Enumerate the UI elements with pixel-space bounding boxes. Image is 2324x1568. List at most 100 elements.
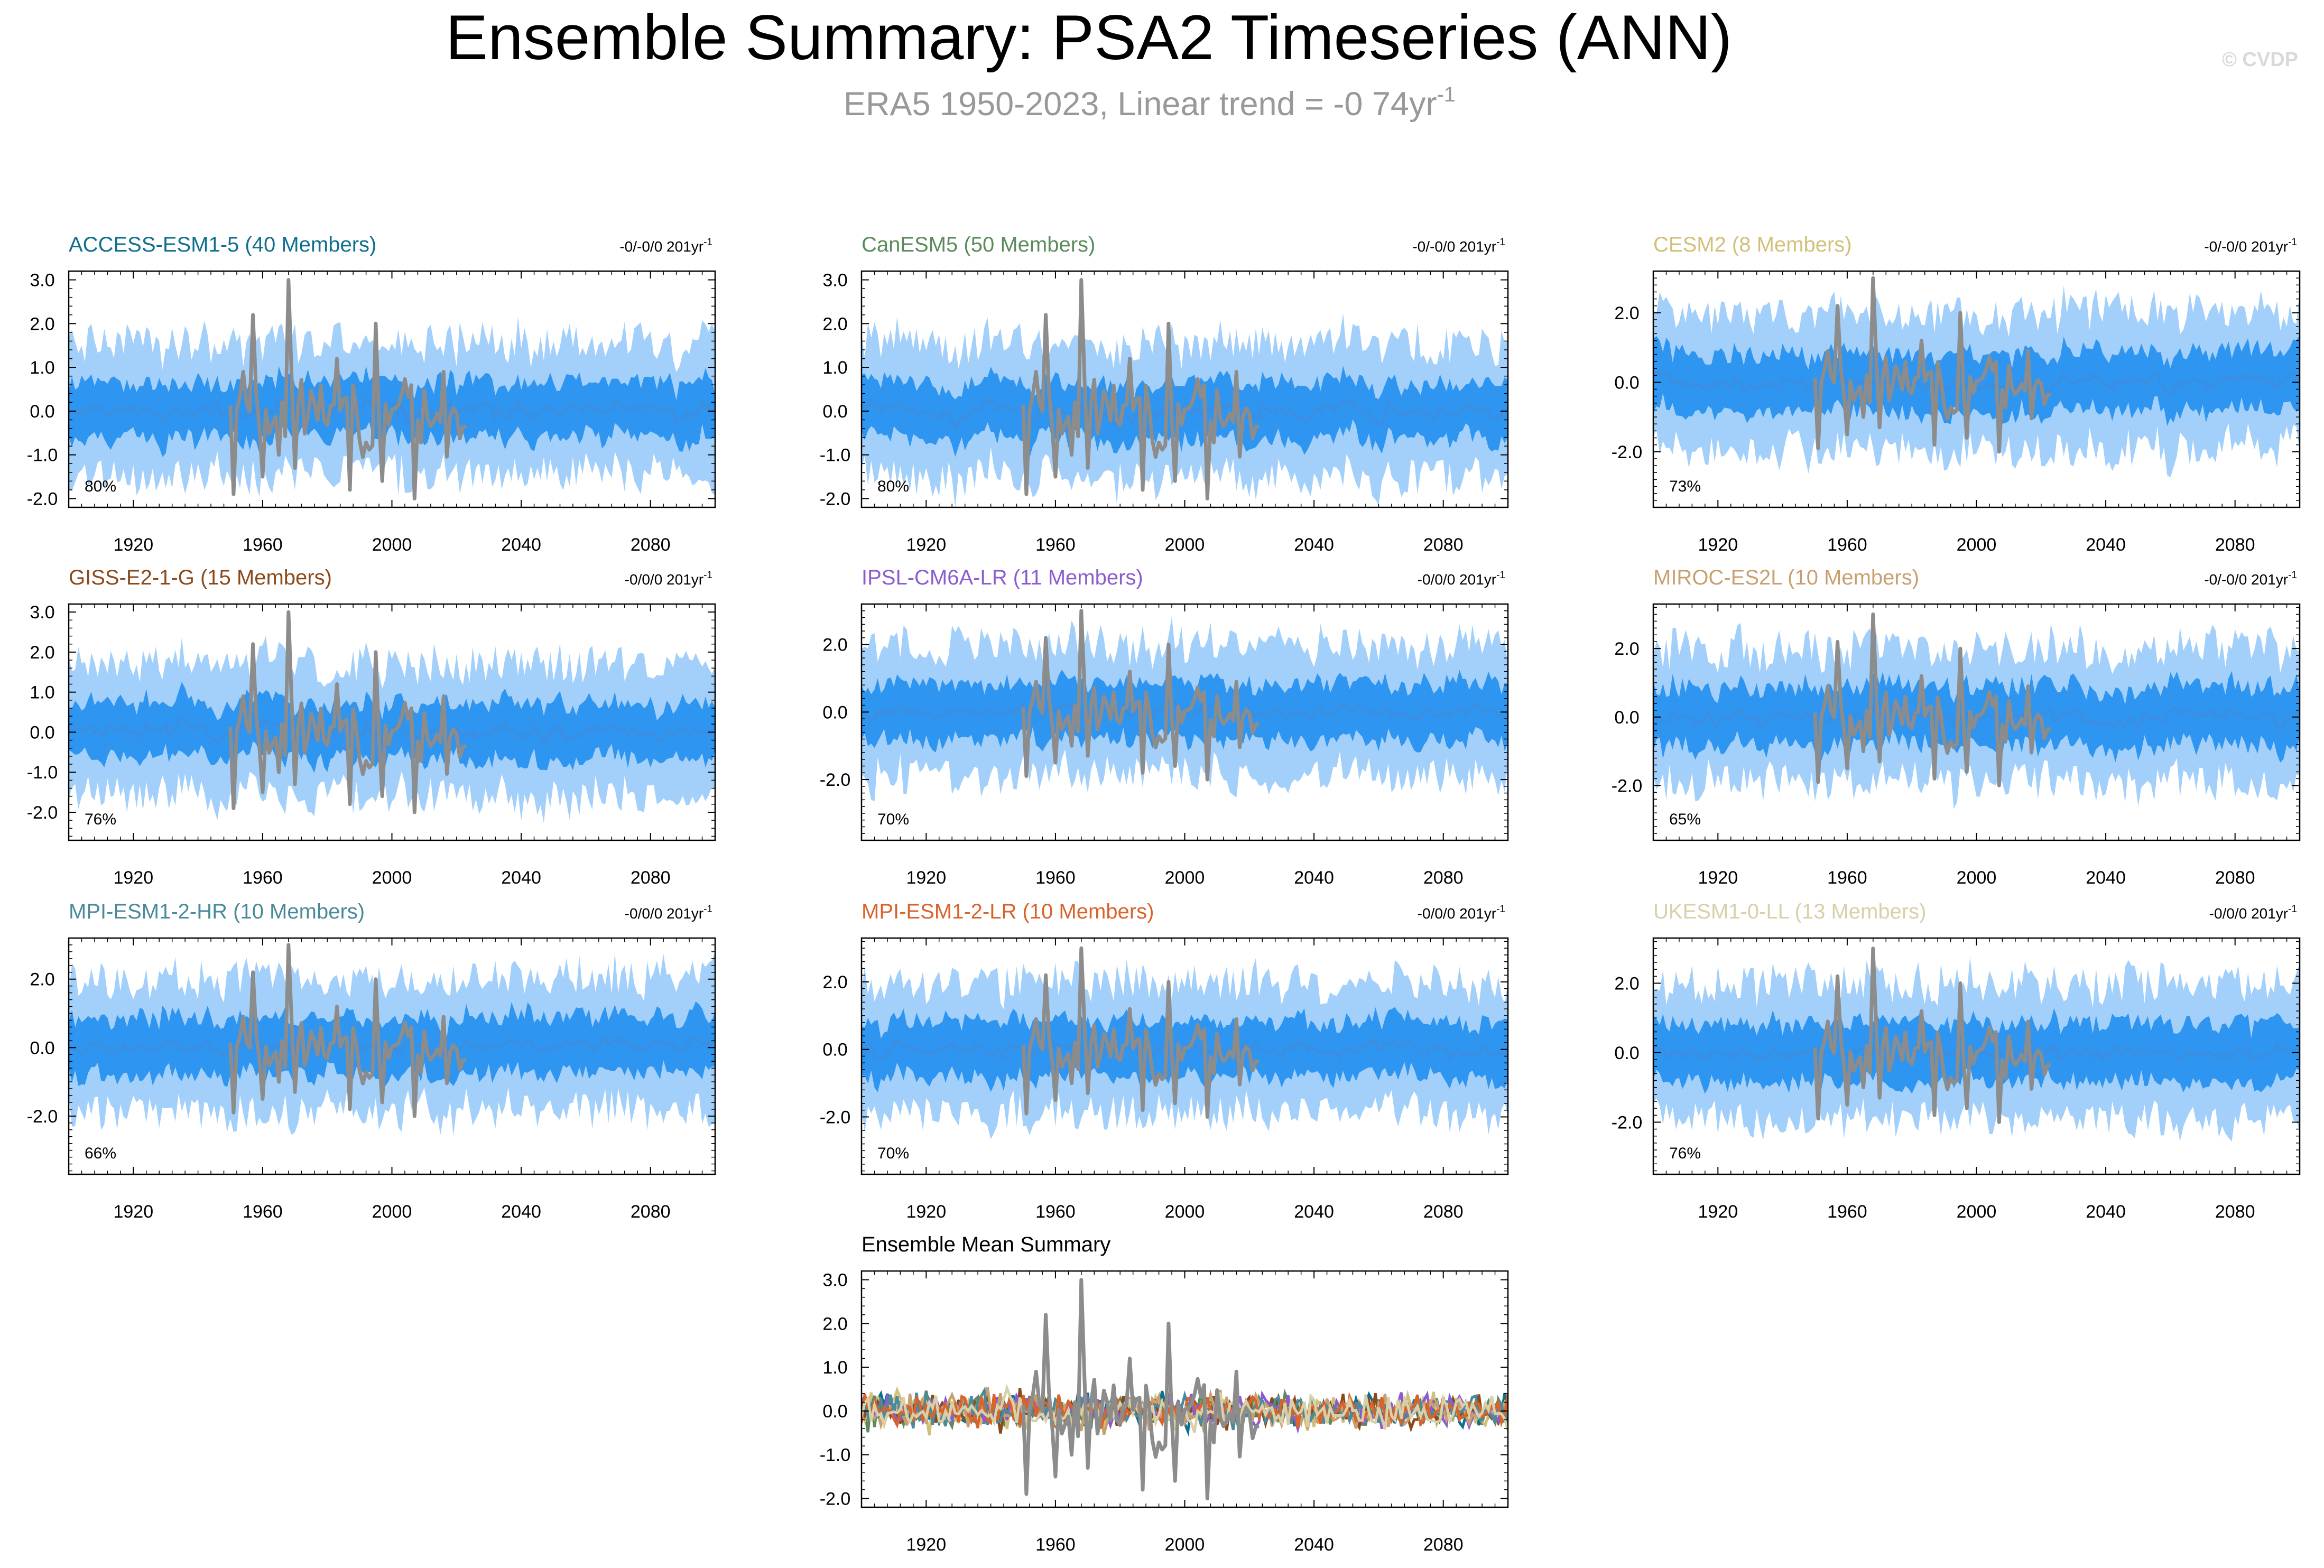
y-tick-label: 0.0 bbox=[1614, 373, 1639, 393]
x-tick-label: 2000 bbox=[1165, 535, 1205, 555]
observed-era5-line bbox=[1021, 946, 1260, 1119]
panel-percent-label: 76% bbox=[1669, 1145, 1701, 1162]
x-tick-label: 1920 bbox=[113, 868, 153, 888]
ensemble-mean-line bbox=[69, 395, 715, 426]
y-tick-label: 0.0 bbox=[822, 1402, 847, 1422]
x-tick-label: 2000 bbox=[1957, 1202, 1997, 1222]
y-tick-label: 3.0 bbox=[30, 271, 54, 291]
x-tick-label: 1960 bbox=[1035, 535, 1076, 555]
x-tick-label: 2080 bbox=[1423, 1202, 1464, 1222]
y-tick-label: -2.0 bbox=[27, 489, 58, 509]
x-tick-label: 2080 bbox=[1423, 868, 1464, 888]
x-tick-label: 2080 bbox=[631, 1202, 671, 1222]
panel-8: -2.0 0.0 2.0 1920 1960 2000 2040 2080 UKESM1-0-L… bbox=[1612, 900, 2301, 1222]
y-tick-label: -1.0 bbox=[820, 446, 851, 466]
y-tick-label: 1.0 bbox=[822, 358, 847, 378]
x-tick-label: 1920 bbox=[1698, 535, 1738, 555]
plot-area bbox=[862, 1278, 1508, 1500]
plot-area bbox=[862, 946, 1508, 1139]
observed-era5-line bbox=[1813, 947, 2051, 1124]
panel-title: CanESM5 (50 Members) bbox=[862, 233, 1095, 256]
y-tick-label: 2.0 bbox=[30, 643, 54, 663]
panel-4: -2.0 0.0 2.0 1920 1960 2000 2040 2080 IPSL-CM6A-… bbox=[820, 566, 1509, 888]
x-tick-label: 2000 bbox=[1165, 1202, 1205, 1222]
x-tick-label: 2040 bbox=[1294, 1202, 1334, 1222]
plot-area bbox=[862, 278, 1508, 507]
y-tick-label: 2.0 bbox=[1614, 639, 1639, 659]
x-tick-label: 1920 bbox=[1698, 868, 1738, 888]
observed-era5-line bbox=[1813, 612, 2051, 787]
y-tick-label: -2.0 bbox=[820, 1107, 851, 1127]
panel-title: UKESM1-0-LL (13 Members) bbox=[1653, 900, 1926, 923]
panel-title: ACCESS-ESM1-5 (40 Members) bbox=[69, 233, 376, 256]
x-tick-label: 1920 bbox=[906, 1202, 946, 1222]
panel-percent-label: 66% bbox=[85, 1145, 116, 1162]
y-tick-label: 0.0 bbox=[822, 402, 847, 422]
x-tick-label: 2040 bbox=[2086, 1202, 2126, 1222]
panel-7: -2.0 0.0 2.0 1920 1960 2000 2040 2080 MPI-ESM1-2… bbox=[820, 900, 1509, 1222]
x-tick-label: 1920 bbox=[113, 1202, 153, 1222]
x-tick-label: 1960 bbox=[243, 868, 283, 888]
y-tick-label: 2.0 bbox=[822, 972, 847, 992]
observed-era5-line bbox=[1813, 276, 2051, 454]
y-tick-label: -1.0 bbox=[27, 446, 58, 466]
panel-trend-text: -0/-0/0 201yr-1 bbox=[2204, 570, 2297, 588]
plot-area bbox=[1653, 276, 2300, 478]
y-tick-label: -2.0 bbox=[27, 803, 58, 823]
y-tick-label: -2.0 bbox=[1612, 776, 1643, 796]
x-tick-label: 1960 bbox=[1827, 1202, 1867, 1222]
cvdp-watermark: © CVDP bbox=[2222, 49, 2298, 71]
panel-trend-text: -0/-0/0 201yr-1 bbox=[2204, 237, 2297, 255]
panel-trend-text: -0/0/0 201yr-1 bbox=[625, 904, 712, 922]
x-tick-label: 2040 bbox=[501, 868, 541, 888]
x-tick-label: 1960 bbox=[1035, 1202, 1076, 1222]
y-tick-label: 2.0 bbox=[822, 635, 847, 655]
x-tick-label: 2080 bbox=[2215, 535, 2255, 555]
panel-1: -2.0 -1.0 0.0 1.0 2.0 3.0 1920 1960 2000 2040 2080… bbox=[820, 233, 1509, 555]
panel-trend-text: -0/0/0 201yr-1 bbox=[1418, 570, 1505, 588]
panel-trend-text: -0/-0/0 201yr-1 bbox=[1412, 237, 1505, 255]
plot-area bbox=[69, 278, 715, 500]
panel-percent-label: 70% bbox=[877, 1145, 909, 1162]
y-tick-label: -1.0 bbox=[820, 1445, 851, 1465]
y-tick-label: 2.0 bbox=[822, 1314, 847, 1334]
x-tick-label: 1920 bbox=[113, 535, 153, 555]
x-tick-label: 1920 bbox=[906, 1535, 946, 1555]
x-tick-label: 2080 bbox=[2215, 1202, 2255, 1222]
y-tick-label: 0.0 bbox=[30, 402, 54, 422]
x-tick-label: 1960 bbox=[1035, 868, 1076, 888]
x-tick-label: 2080 bbox=[1423, 1535, 1464, 1555]
x-tick-label: 2040 bbox=[1294, 1535, 1334, 1555]
x-tick-label: 1920 bbox=[1698, 1202, 1738, 1222]
observed-era5-line bbox=[228, 943, 467, 1118]
y-tick-label: 0.0 bbox=[30, 1038, 54, 1058]
y-tick-label: -2.0 bbox=[1612, 442, 1643, 462]
plot-area bbox=[69, 943, 715, 1136]
panel-percent-label: 70% bbox=[877, 811, 909, 828]
subtitle-exponent: -1 bbox=[1437, 83, 1456, 106]
plot-area bbox=[1653, 947, 2300, 1142]
y-tick-label: 3.0 bbox=[822, 1270, 847, 1291]
x-tick-label: 2080 bbox=[2215, 868, 2255, 888]
observed-era5-line bbox=[1021, 1278, 1260, 1500]
panel-percent-label: 80% bbox=[877, 478, 909, 495]
x-tick-label: 2000 bbox=[372, 868, 412, 888]
y-tick-label: 2.0 bbox=[30, 314, 54, 334]
x-tick-label: 1960 bbox=[1827, 868, 1867, 888]
x-tick-label: 1960 bbox=[1827, 535, 1867, 555]
x-tick-label: 2000 bbox=[372, 535, 412, 555]
x-tick-label: 1920 bbox=[906, 868, 946, 888]
x-tick-label: 2080 bbox=[1423, 535, 1464, 555]
y-tick-label: 0.0 bbox=[1614, 1043, 1639, 1063]
panel-trend-text: -0/-0/0 201yr-1 bbox=[619, 237, 712, 255]
panel-9: -2.0 -1.0 0.0 1.0 2.0 3.0 1920 1960 2000 2040 2080… bbox=[820, 1233, 1509, 1555]
panel-3: -2.0 -1.0 0.0 1.0 2.0 3.0 1920 1960 2000 2040 2080… bbox=[27, 566, 716, 888]
x-tick-label: 1960 bbox=[1035, 1535, 1076, 1555]
y-tick-label: -2.0 bbox=[820, 489, 851, 509]
y-tick-label: 3.0 bbox=[30, 602, 54, 623]
x-tick-label: 2000 bbox=[1957, 868, 1997, 888]
panel-trend-text: -0/0/0 201yr-1 bbox=[2209, 904, 2297, 922]
x-tick-label: 2040 bbox=[1294, 868, 1334, 888]
panel-title: IPSL-CM6A-LR (11 Members) bbox=[862, 566, 1143, 589]
